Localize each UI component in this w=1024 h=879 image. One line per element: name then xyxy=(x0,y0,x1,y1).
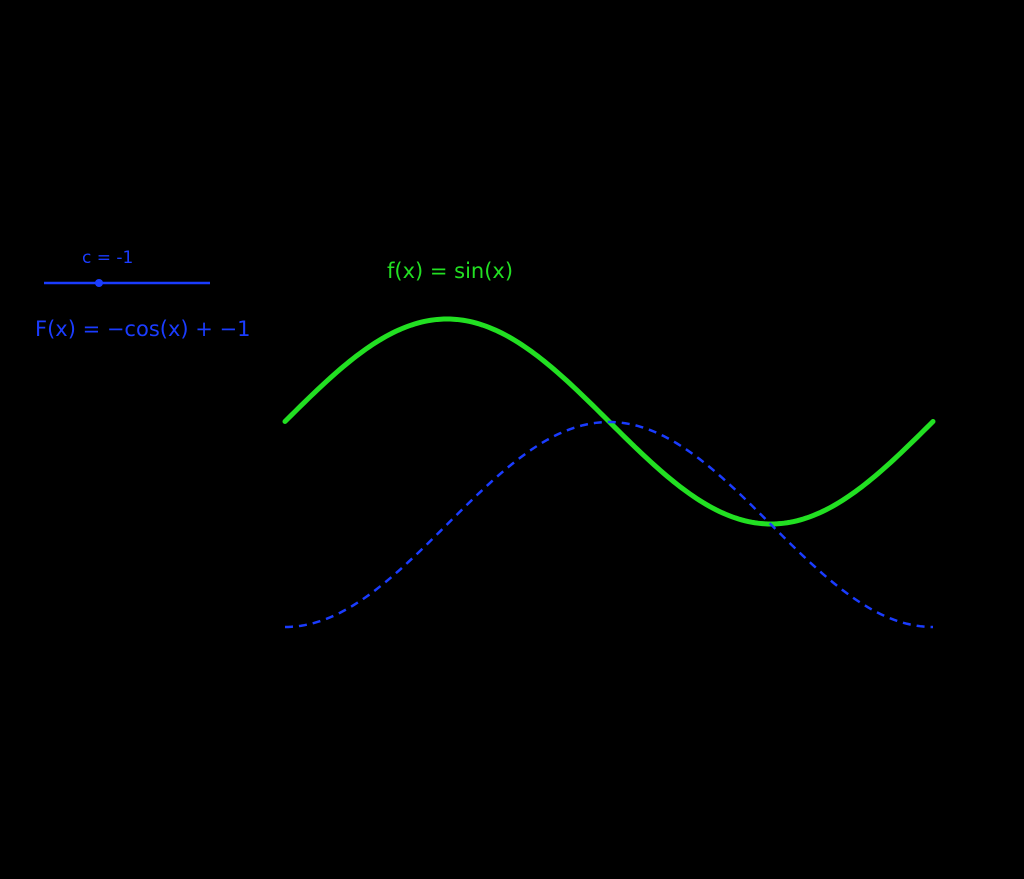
slider-label: c = -1 xyxy=(82,248,133,268)
function-label: F(x) = −cos(x) + −1 xyxy=(35,317,251,341)
slider-handle[interactable] xyxy=(95,279,103,287)
function-label: f(x) = sin(x) xyxy=(387,259,513,283)
function-curve[interactable] xyxy=(284,420,934,629)
